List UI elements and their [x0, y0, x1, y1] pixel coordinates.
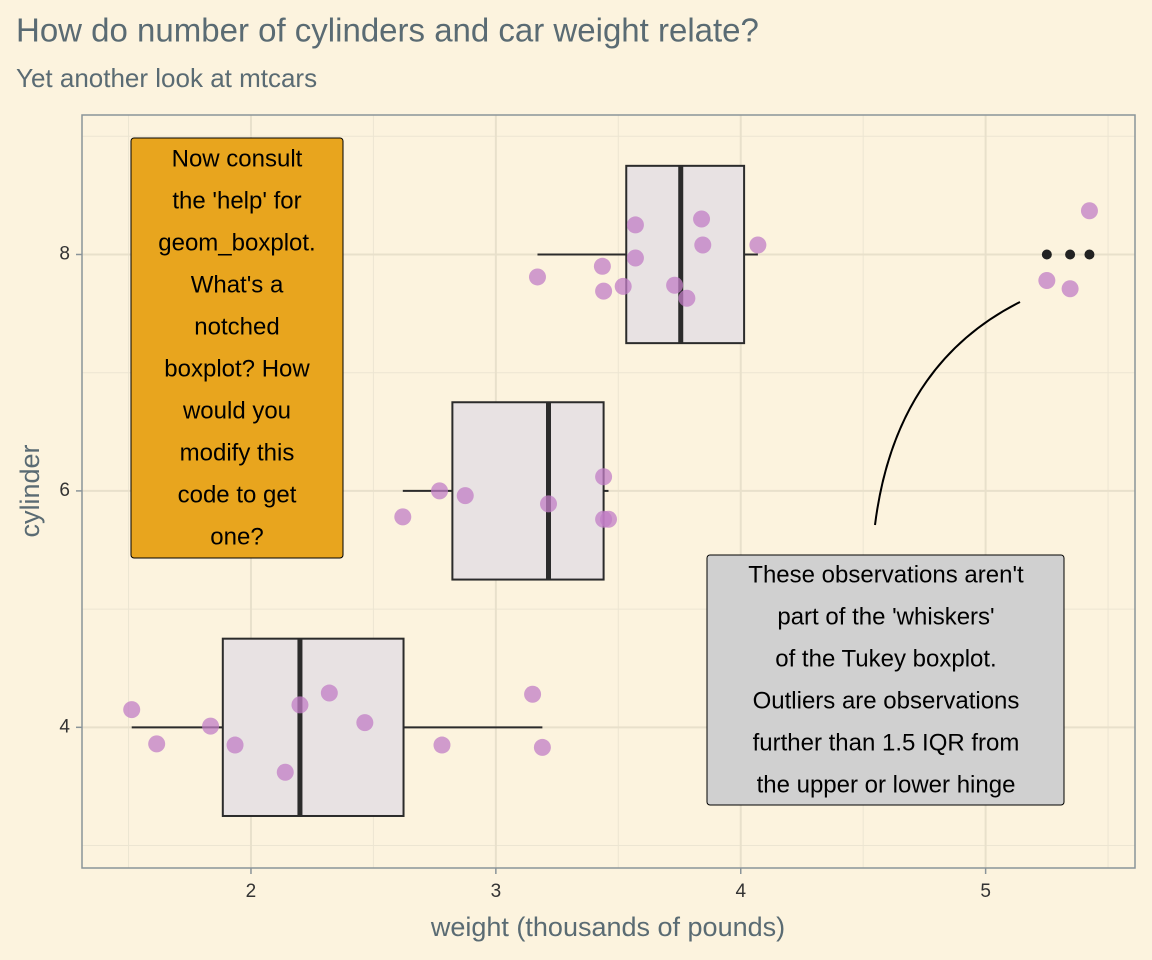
x-tick-label: 4: [735, 881, 746, 902]
annotation-text: modify this: [180, 439, 295, 466]
point: [433, 736, 451, 754]
annotation-text: the upper or lower hinge: [757, 771, 1016, 798]
point: [123, 701, 141, 719]
box: [451, 401, 605, 581]
annotation-text: notched: [194, 313, 279, 340]
point: [1061, 280, 1079, 298]
point: [202, 717, 220, 735]
point: [540, 495, 558, 513]
point: [749, 236, 767, 254]
y-tick-label: 4: [59, 716, 70, 737]
annotation-text: the 'help' for: [172, 187, 301, 214]
point: [694, 236, 712, 254]
annotation-box: [706, 554, 1065, 806]
panel-border: [81, 114, 1136, 869]
point: [678, 289, 696, 307]
point: [595, 282, 613, 300]
chart-subtitle: Yet another look at mtcars: [16, 63, 317, 93]
box: [221, 637, 405, 817]
annotation-text: would you: [182, 397, 291, 424]
x-tick-label: 2: [246, 881, 257, 902]
annotation-text: one?: [210, 523, 263, 550]
outlier: [1084, 249, 1095, 260]
point: [148, 735, 166, 753]
outlier: [1041, 249, 1052, 260]
point: [600, 510, 617, 528]
point: [533, 738, 551, 756]
box: [625, 164, 746, 345]
annotation-text: further than 1.5 IQR from: [753, 729, 1020, 756]
annotation-box: [130, 137, 344, 559]
annotation-text: Outliers are observations: [753, 687, 1020, 714]
point: [595, 468, 613, 486]
outlier: [1065, 249, 1076, 260]
point: [626, 249, 644, 267]
annotation-text: code to get: [178, 481, 297, 508]
point: [524, 685, 542, 703]
point: [431, 482, 449, 500]
point: [693, 210, 711, 228]
point: [394, 508, 412, 526]
point: [528, 268, 546, 286]
annotation-text: What's a: [191, 271, 284, 298]
point: [226, 736, 244, 754]
point: [666, 276, 684, 294]
y-axis-label: cylinder: [15, 444, 45, 537]
annotation-text: Now consult: [172, 145, 303, 172]
point: [614, 277, 632, 295]
annotation-text: These observations aren't: [748, 561, 1024, 588]
point: [626, 216, 644, 234]
point: [456, 487, 474, 505]
point: [356, 714, 374, 732]
annotation-text: geom_boxplot.: [158, 229, 315, 256]
point: [1080, 202, 1098, 220]
point: [291, 696, 309, 714]
x-tick-label: 3: [491, 881, 502, 902]
x-axis-label: weight (thousands of pounds): [430, 912, 785, 942]
y-tick-label: 8: [59, 244, 70, 265]
annotation-arrow: [874, 301, 1021, 526]
annotation-text: boxplot? How: [164, 355, 310, 382]
point: [276, 763, 294, 781]
annotation-text: part of the 'whiskers': [777, 603, 994, 630]
y-tick-label: 6: [59, 480, 70, 501]
x-tick-label: 5: [980, 881, 991, 902]
chart-title: How do number of cylinders and car weigh…: [16, 12, 759, 49]
point: [1038, 271, 1056, 289]
point: [593, 257, 611, 275]
point: [320, 684, 338, 702]
annotation-text: of the Tukey boxplot.: [775, 645, 996, 672]
